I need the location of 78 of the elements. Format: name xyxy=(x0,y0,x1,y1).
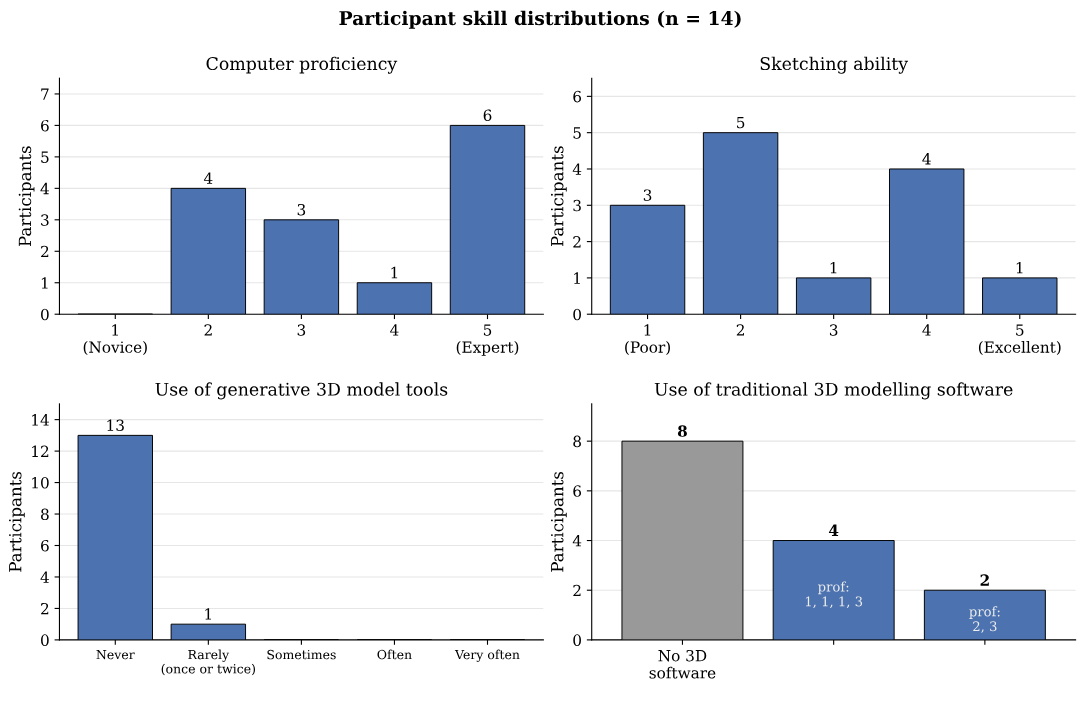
x-tick-label: Rarely (once or twice) xyxy=(161,649,255,676)
y-axis-title: Participants xyxy=(18,146,35,247)
x-tick-label: 3 xyxy=(297,324,306,336)
data-label: 2 xyxy=(980,574,989,586)
data-label: 4 xyxy=(203,172,213,184)
x-tick-label: 4 xyxy=(922,324,931,336)
y-tick-label: 0 xyxy=(41,634,49,646)
bar xyxy=(982,277,1058,315)
y-tick-label: 2 xyxy=(573,236,581,248)
bar xyxy=(263,219,340,315)
x-tick-label: 3 xyxy=(829,324,838,336)
x-tick-label: Never xyxy=(96,650,135,660)
y-tick-label: 8 xyxy=(573,435,581,448)
y-axis-title: Participants xyxy=(550,471,567,572)
y-tick-label: 14 xyxy=(32,414,49,426)
y-tick-label: 3 xyxy=(573,199,581,212)
bar xyxy=(609,204,686,315)
data-label: 4 xyxy=(922,153,931,165)
y-tick-label: 1 xyxy=(41,277,48,289)
x-tick-label: 5 (Excellent) xyxy=(978,324,1061,356)
data-label: 13 xyxy=(107,419,124,432)
y-tick-label: 4 xyxy=(572,163,582,175)
y-tick-label: 6 xyxy=(41,119,49,132)
y-tick-label: 7 xyxy=(41,88,49,100)
x-tick-label: 2 xyxy=(204,324,212,336)
data-label: 1 xyxy=(205,608,212,620)
data-label: 1 xyxy=(1016,262,1023,274)
x-tick-label: 1 (Poor) xyxy=(625,324,670,356)
annotation: prof: 2, 3 xyxy=(969,606,1000,633)
x-tick-label: Very often xyxy=(454,649,520,662)
x-tick-label: No 3D software xyxy=(649,649,716,679)
chart-title: Use of traditional 3D modelling software xyxy=(654,382,1013,400)
bar xyxy=(889,168,965,315)
y-tick-label: 1 xyxy=(574,272,580,284)
y-tick-label: 4 xyxy=(40,571,49,583)
y-tick-label: 0 xyxy=(573,634,581,646)
y-tick-label: 5 xyxy=(573,127,581,139)
data-label: 1 xyxy=(391,266,398,279)
y-tick-label: 2 xyxy=(41,245,49,258)
y-tick-label: 6 xyxy=(41,539,49,552)
data-label: 8 xyxy=(677,425,687,437)
data-label: 1 xyxy=(830,262,837,274)
data-label: 5 xyxy=(737,116,745,129)
y-tick-label: 4 xyxy=(40,182,49,195)
y-tick-label: 4 xyxy=(572,535,582,547)
y-tick-label: 8 xyxy=(41,508,49,521)
y-tick-label: 6 xyxy=(573,90,582,103)
x-tick-label: Sometimes xyxy=(267,649,336,660)
y-tick-label: 2 xyxy=(41,602,49,615)
x-tick-label: 2 xyxy=(736,324,744,336)
y-axis-title: Participants xyxy=(550,146,567,247)
chart-title: Computer proficiency xyxy=(206,56,398,74)
annotation: prof: 1, 1, 1, 3 xyxy=(805,581,863,609)
bar xyxy=(356,282,433,315)
bar xyxy=(795,277,872,315)
bar xyxy=(702,132,779,315)
data-label: 6 xyxy=(483,109,492,122)
y-tick-label: 12 xyxy=(32,445,49,457)
chart-title: Use of generative 3D model tools xyxy=(155,382,448,400)
y-tick-label: 6 xyxy=(573,485,582,497)
y-tick-label: 5 xyxy=(41,151,49,163)
data-label: 4 xyxy=(828,524,839,536)
y-tick-label: 2 xyxy=(573,584,581,597)
bar xyxy=(449,124,526,315)
x-tick-label: Often xyxy=(377,649,412,660)
x-tick-label: 1 (Novice) xyxy=(83,324,147,356)
y-axis-title: Participants xyxy=(9,471,25,572)
y-tick-label: 3 xyxy=(41,214,49,226)
x-tick-label: 5 (Expert) xyxy=(456,324,519,356)
data-label: 3 xyxy=(643,189,652,201)
chart-title: Sketching ability xyxy=(760,56,909,74)
bar xyxy=(170,187,247,315)
x-tick-label: 4 xyxy=(390,324,399,336)
y-tick-label: 0 xyxy=(573,308,581,321)
text: Participant skill distributions (n = 14) xyxy=(339,10,741,29)
y-tick-label: 0 xyxy=(41,308,49,321)
data-label: 3 xyxy=(297,203,306,216)
y-tick-label: 10 xyxy=(32,477,49,489)
